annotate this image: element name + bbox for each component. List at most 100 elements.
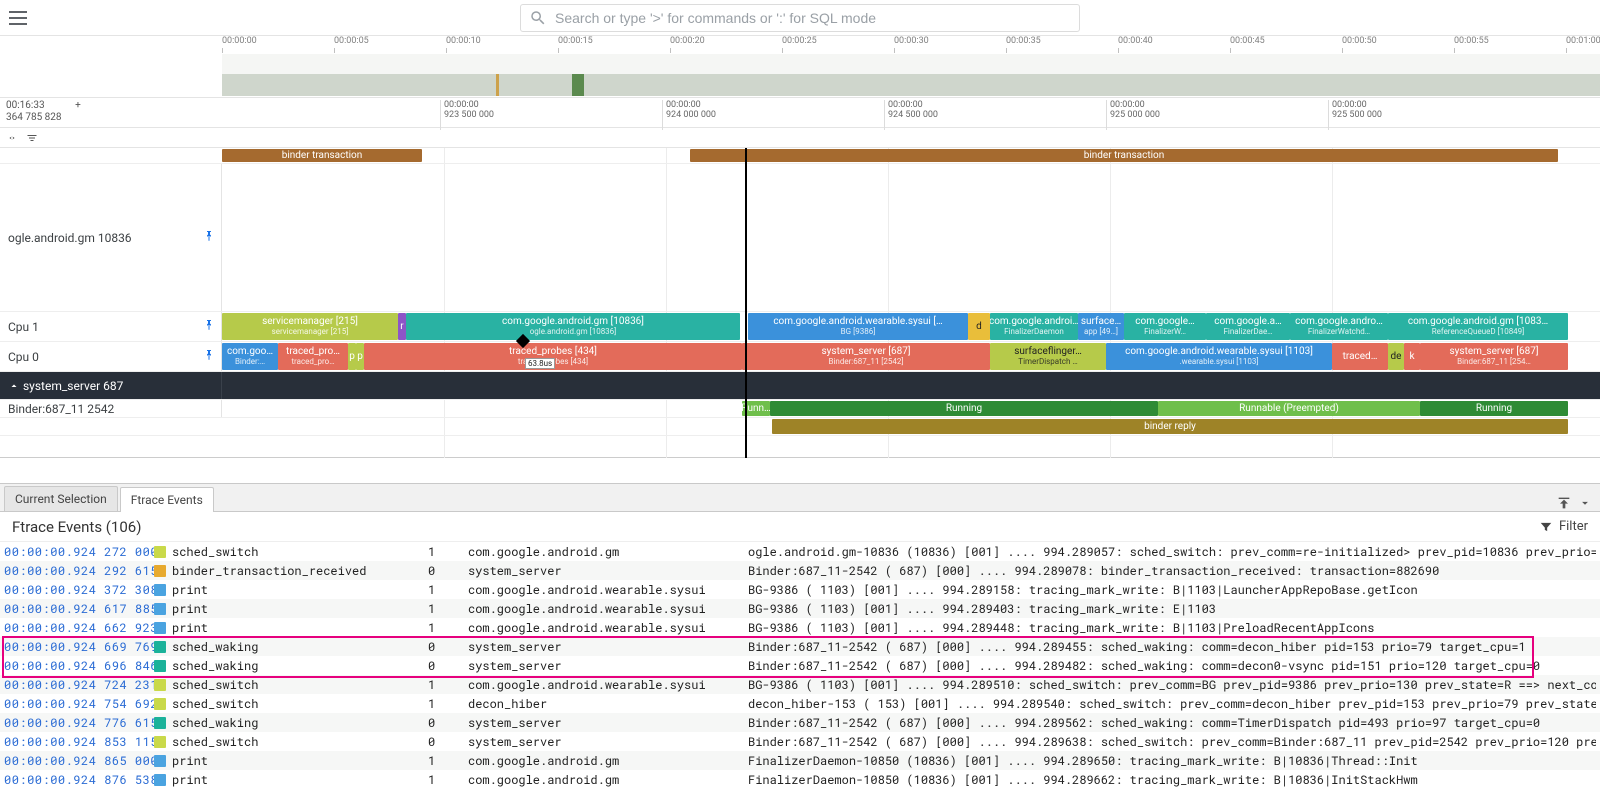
timeline-slice[interactable]: Runnable (Preempted) <box>1158 401 1420 416</box>
timeline-slice[interactable]: p <box>356 343 364 370</box>
ftrace-event-row[interactable]: 00:00:00.924 865 000print1com.google.and… <box>0 751 1600 770</box>
timeline-slice[interactable]: com.google.android.wearable.sysui […BG [… <box>748 313 968 340</box>
ftrace-event-row[interactable]: 00:00:00.924 669 769sched_waking0system_… <box>0 637 1600 656</box>
overview-tick: 00:00:50 <box>1342 36 1377 46</box>
event-color-swatch <box>154 546 166 558</box>
ftrace-event-row[interactable]: 00:00:00.924 754 692sched_switch1decon_h… <box>0 694 1600 713</box>
ftrace-event-row[interactable]: 00:00:00.924 662 923print1com.google.and… <box>0 618 1600 637</box>
binder-thread-track[interactable]: Binder:687_11 2542 Runn…RunningRunnable … <box>0 400 1600 418</box>
event-color-swatch <box>154 565 166 577</box>
pin-icon[interactable] <box>203 349 215 364</box>
timeline-slice[interactable]: r <box>398 313 406 340</box>
panel-tabs: Current Selection Ftrace Events <box>0 484 1600 512</box>
ftrace-event-row[interactable]: 00:00:00.924 272 000sched_switch1com.goo… <box>0 542 1600 561</box>
timeline-slice[interactable]: system_server [687]Binder:687_11 [2542] <box>742 343 990 370</box>
timeline-slice[interactable]: binder transaction <box>222 149 422 162</box>
menu-button[interactable] <box>6 6 30 30</box>
timeline-slice[interactable]: com.google.android.wearable.sysui [1103]… <box>1106 343 1332 370</box>
overview-tick: 00:00:30 <box>894 36 929 46</box>
chevron-collapse-icon <box>6 132 18 144</box>
timeline-slice[interactable]: com.google.a…FinalizerDae… <box>1206 313 1290 340</box>
event-color-swatch <box>154 755 166 767</box>
ruler-plus: + <box>75 100 81 111</box>
event-color-swatch <box>154 717 166 729</box>
timeline-slice[interactable]: traced_pro…traced_pro… <box>278 343 348 370</box>
event-color-swatch <box>154 698 166 710</box>
ruler-tick: 00:00:00 925 500 000 <box>1332 100 1382 120</box>
event-color-swatch <box>154 622 166 634</box>
ruler-tick: 00:00:00 924 500 000 <box>888 100 938 120</box>
process-track-label[interactable]: ogle.android.gm 10836 <box>0 164 222 311</box>
event-color-swatch <box>154 679 166 691</box>
ftrace-event-row[interactable]: 00:00:00.924 617 885print1com.google.and… <box>0 599 1600 618</box>
timeline-slice[interactable]: traced… <box>1332 343 1388 370</box>
search-box[interactable] <box>520 4 1080 32</box>
group-label: system_server 687 <box>23 379 123 393</box>
timeline-slice[interactable]: Running <box>770 401 1158 416</box>
event-color-swatch <box>154 584 166 596</box>
ftrace-event-row[interactable]: 00:00:00.924 696 846sched_waking0system_… <box>0 656 1600 675</box>
ftrace-event-row[interactable]: 00:00:00.924 853 115sched_switch0system_… <box>0 732 1600 751</box>
timeline-slice[interactable]: Runn… <box>742 401 770 416</box>
overview-tick: 00:00:25 <box>782 36 817 46</box>
timeline-slice[interactable]: com.google.andro…FinalizerWatchd… <box>1290 313 1388 340</box>
cpu1-track[interactable]: Cpu 1 servicemanager [215]servicemanager… <box>0 312 1600 342</box>
timeline-slice[interactable]: Running <box>1420 401 1568 416</box>
filter-icon <box>1539 520 1553 534</box>
binder-thread-label: Binder:687_11 2542 <box>8 402 114 416</box>
overview-tick: 00:00:00 <box>222 36 257 46</box>
timeline-slice[interactable]: com.google.androi…FinalizerDaemon <box>990 313 1078 340</box>
event-color-swatch <box>154 660 166 672</box>
scroll-top-icon[interactable] <box>1556 495 1572 511</box>
pin-icon[interactable] <box>203 319 215 334</box>
timeline-slice[interactable]: com.google…FinalizerW… <box>1124 313 1206 340</box>
ruler-tick: 00:00:00 924 000 000 <box>666 100 716 120</box>
timeline-slice[interactable]: binder reply <box>772 419 1568 434</box>
timeline-slice[interactable]: k <box>1404 343 1420 370</box>
timeline-slice[interactable]: d <box>968 313 990 340</box>
timeline-slice[interactable]: p <box>348 343 356 370</box>
timeline-slice[interactable]: system_server [687]Binder:687_11 [254… <box>1420 343 1568 370</box>
tracks-area[interactable]: binder transaction binder transaction ogl… <box>0 148 1600 458</box>
overview-tick: 00:00:05 <box>334 36 369 46</box>
filter-button[interactable]: Filter <box>1539 519 1588 534</box>
overview-tick: 00:00:55 <box>1454 36 1489 46</box>
overview-minimap[interactable]: 00:00:0000:00:0500:00:1000:00:1500:00:20… <box>0 36 1600 98</box>
search-input[interactable] <box>555 10 1071 26</box>
filter-lines-icon <box>26 132 38 144</box>
duration-tag: 63.8us <box>525 358 555 369</box>
timeline-slice[interactable]: com.google.android.gm [10836]ogle.androi… <box>406 313 740 340</box>
filter-label: Filter <box>1559 519 1588 534</box>
timeline-slice[interactable]: servicemanager [215]servicemanager [215] <box>222 313 398 340</box>
cpu0-label: Cpu 0 <box>8 350 39 364</box>
ftrace-event-row[interactable]: 00:00:00.924 776 615sched_waking0system_… <box>0 713 1600 732</box>
timeline-slice[interactable]: com.goo…Binder:… <box>222 343 278 370</box>
timeline-slice[interactable]: surface…app [49…] <box>1078 313 1124 340</box>
search-icon <box>529 9 547 27</box>
timeline-slice[interactable]: com.google.android.gm [1083…ReferenceQue… <box>1388 313 1568 340</box>
timeline-slice[interactable]: surfaceflinger…TimerDispatch … <box>990 343 1106 370</box>
timeline-slice[interactable]: binder transaction <box>690 149 1558 162</box>
time-ruler[interactable]: 00:16:33 + 364 785 828 00:00:00 923 500 … <box>0 98 1600 128</box>
ftrace-event-list[interactable]: 00:00:00.924 272 000sched_switch1com.goo… <box>0 542 1600 809</box>
cpu1-label: Cpu 1 <box>8 320 39 334</box>
group-header-system-server[interactable]: system_server 687 <box>0 372 1600 400</box>
cpu0-track[interactable]: Cpu 0 com.goo…Binder:…traced_pro…traced_… <box>0 342 1600 372</box>
ruler-tick: 00:00:00 923 500 000 <box>444 100 494 120</box>
tab-current-selection[interactable]: Current Selection <box>4 486 118 511</box>
overview-tick: 00:00:20 <box>670 36 705 46</box>
tab-ftrace-events[interactable]: Ftrace Events <box>120 487 214 512</box>
process-name: ogle.android.gm 10836 <box>8 231 132 245</box>
chevron-down-icon[interactable] <box>1578 496 1592 510</box>
ftrace-event-row[interactable]: 00:00:00.924 876 538print1com.google.and… <box>0 770 1600 789</box>
collapse-controls[interactable] <box>0 128 1600 148</box>
event-color-swatch <box>154 774 166 786</box>
ruler-start-time: 00:16:33 <box>6 100 45 111</box>
ftrace-event-row[interactable]: 00:00:00.924 372 308print1com.google.and… <box>0 580 1600 599</box>
overview-tick: 00:00:45 <box>1230 36 1265 46</box>
ftrace-event-row[interactable]: 00:00:00.924 724 231sched_switch1com.goo… <box>0 675 1600 694</box>
ftrace-event-row[interactable]: 00:00:00.924 292 615binder_transaction_r… <box>0 561 1600 580</box>
timeline-slice[interactable]: de <box>1388 343 1404 370</box>
pin-icon[interactable] <box>203 230 215 245</box>
chevron-up-icon <box>8 380 20 392</box>
